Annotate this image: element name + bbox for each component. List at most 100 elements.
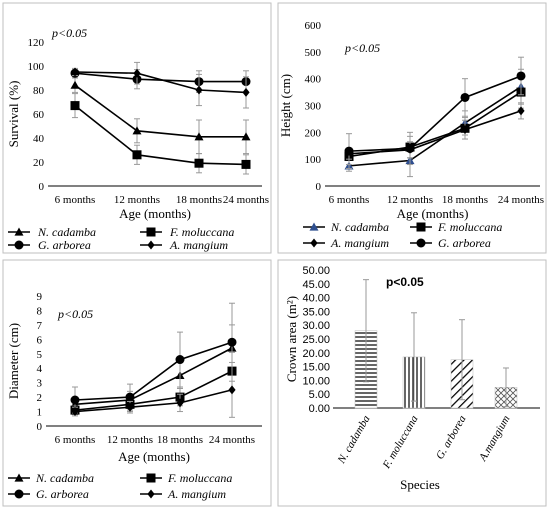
chart1-f-moluccana-point [241, 159, 251, 169]
panel-border-diameter [2, 259, 272, 507]
chart3-y-axis-title: Diameter (cm) [6, 323, 21, 399]
chart1-y-tick-label: 40 [33, 133, 45, 145]
chart4-y-tick-label: 0.00 [309, 403, 330, 415]
chart2-y-tick-label: 400 [305, 74, 322, 86]
chart4-y-tick-label: 10.00 [302, 375, 330, 387]
chart3-x-tick-label: 18 months [157, 434, 203, 446]
chart1-a-mangium-point [195, 85, 203, 95]
chart3-g-arborea-point [125, 392, 135, 402]
chart2-y-tick-label: 600 [305, 20, 322, 32]
chart1-y-tick-label: 0 [39, 181, 45, 193]
chart1-legend-g-arborea-label: G. arborea [38, 238, 91, 252]
chart3-y-tick-label: 4 [37, 363, 43, 375]
chart3-legend-a-mangium-label: A. mangium [167, 487, 226, 501]
chart3-a-mangium-point [176, 398, 184, 408]
chart3-p-value: p<0.05 [57, 307, 93, 321]
chart1-n-cadamba-point [132, 126, 142, 135]
panel-border-height [277, 2, 547, 254]
chart3-y-tick-label: 3 [37, 378, 43, 390]
chart1-n-cadamba-point [194, 132, 204, 141]
panel-border-survival [2, 2, 272, 254]
chart1-a-mangium-point [71, 67, 79, 77]
chart2-p-value: p<0.05 [344, 41, 380, 55]
chart2-legend-f-moluccana-label: F. moluccana [437, 220, 502, 234]
chart1-legend-f-moluccana-label: F. moluccana [169, 225, 234, 239]
chart1-f-moluccana-line [74, 104, 247, 166]
chart4-y-tick-label: 5.00 [309, 389, 330, 401]
chart4-y-tick-label: 45.00 [302, 279, 330, 291]
chart3-y-tick-label: 0 [37, 421, 43, 433]
chart4-y-tick-label: 15.00 [302, 362, 330, 374]
chart4-y-tick-label: 30.00 [302, 320, 330, 332]
chart1-legend-a-mangium-label: A. mangium [169, 238, 228, 252]
chart1-y-tick-label: 20 [33, 157, 45, 169]
chart1-y-tick-label: 100 [28, 61, 45, 73]
chart3-y-tick-label: 7 [37, 320, 43, 332]
chart3-legend-a-mangium-swatch-marker [147, 489, 155, 499]
chart4-y-tick-label: 25.00 [302, 334, 330, 346]
chart1-x-tick-label: 18 months [176, 194, 222, 206]
chart3-y-tick-label: 6 [37, 334, 43, 346]
chart3-y-tick-label: 8 [37, 305, 43, 317]
chart2-legend-a-mangium-swatch-marker [310, 238, 318, 248]
chart2-y-tick-label: 300 [305, 101, 322, 113]
chart1-legend-f-moluccana-swatch-marker [146, 227, 156, 237]
chart3-y-tick-label: 5 [37, 349, 43, 361]
chart3-a-mangium-line [74, 389, 233, 413]
chart2-legend-g-arborea-label: G. arborea [438, 236, 491, 250]
chart3-legend-g-arborea-swatch-marker [14, 489, 24, 499]
chart1-a-mangium-line [74, 71, 247, 94]
chart1-legend-g-arborea-swatch-marker [14, 240, 24, 250]
chart2-x-axis-title: Age (months) [397, 206, 469, 221]
chart2-n-cadamba-line [348, 86, 522, 167]
chart1-p-value: p<0.05 [51, 26, 87, 40]
chart1-n-cadamba-point [70, 80, 80, 89]
chart2-a-mangium-line [348, 110, 522, 155]
chart4-y-axis-title: Crown area (m²) [284, 296, 299, 382]
panel-border-crown-area [277, 259, 547, 507]
chart4-f-moluccana-category-label: F. moluccana [380, 413, 421, 471]
chart1-y-tick-label: 80 [33, 85, 45, 97]
chart2-legend-g-arborea-swatch-marker [416, 238, 426, 248]
chart2-x-tick-label: 18 months [442, 194, 488, 206]
chart3-g-arborea-point [227, 337, 237, 347]
chart4-y-tick-label: 50.00 [302, 265, 330, 277]
chart3-a-mangium-point [228, 385, 236, 395]
chart2-g-arborea-point [405, 143, 415, 153]
chart1-legend-n-cadamba-swatch-marker [14, 227, 24, 236]
chart4-a-mangium-category-label: A.mangium [476, 413, 512, 464]
chart1-f-moluccana-point [70, 101, 80, 111]
chart2-y-tick-label: 0 [316, 181, 322, 193]
chart3-y-tick-label: 1 [37, 407, 43, 419]
chart3-n-cadamba-line [74, 347, 233, 406]
chart3-g-arborea-line [74, 341, 233, 401]
chart2-g-arborea-point [344, 146, 354, 156]
chart1-y-axis-title: Survival (%) [6, 81, 21, 148]
chart2-y-tick-label: 500 [305, 47, 322, 59]
chart1-x-axis-title: Age (months) [119, 206, 191, 221]
chart4-p-value: p<0.05 [386, 275, 424, 289]
chart4-g-arborea-category-label: G. arborea [434, 413, 469, 461]
chart2-g-arborea-point [460, 92, 470, 102]
chart3-legend-f-moluccana-swatch-marker [146, 473, 156, 483]
chart1-legend-n-cadamba-label: N. cadamba [37, 225, 96, 239]
chart1-y-tick-label: 60 [33, 109, 45, 121]
chart1-n-cadamba-line [74, 84, 246, 138]
chart2-y-axis-title: Height (cm) [278, 74, 293, 137]
chart2-g-arborea-point [516, 71, 526, 81]
chart3-y-tick-label: 9 [37, 291, 43, 303]
chart2-a-mangium-point [461, 125, 469, 135]
chart1-f-moluccana-point [132, 150, 142, 160]
chart3-g-arborea-point [70, 395, 80, 405]
chart2-y-tick-label: 100 [305, 154, 322, 166]
chart1-x-tick-label: 6 months [55, 194, 96, 206]
chart3-legend-g-arborea-label: G. arborea [36, 487, 89, 501]
chart4-y-tick-label: 20.00 [302, 348, 330, 360]
chart4-y-tick-label: 40.00 [302, 293, 330, 305]
chart2-a-mangium-point [517, 106, 525, 116]
chart3-x-tick-label: 12 months [107, 434, 153, 446]
chart3-g-arborea-point [175, 355, 185, 365]
chart1-f-moluccana-point [194, 158, 204, 168]
chart4-n-cadamba-category-label: N. cadamba [335, 413, 373, 466]
